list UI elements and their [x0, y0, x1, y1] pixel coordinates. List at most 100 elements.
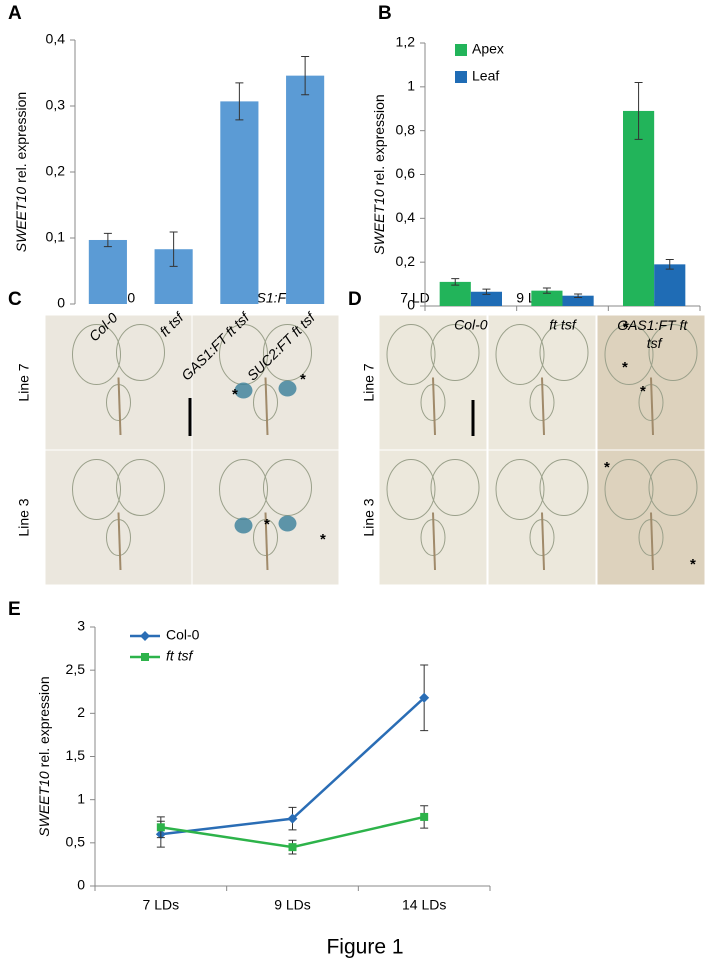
- error-bar: [634, 81, 643, 140]
- y-axis-label-gene: SWEET10: [371, 189, 387, 255]
- stem: [650, 377, 654, 436]
- legend-marker: [140, 631, 150, 641]
- bar: [470, 291, 502, 306]
- y-axis-label-text: rel. expression: [36, 676, 52, 767]
- error-bar: [235, 82, 244, 121]
- error-bar: [103, 232, 112, 248]
- panel-label: C: [8, 289, 22, 310]
- y-axis-label-text: rel. expression: [371, 94, 387, 185]
- legend-marker: [141, 653, 149, 661]
- leaf: [72, 459, 121, 520]
- x-tick-label: 14 LDs: [402, 897, 446, 913]
- y-axis-label-text: rel. expression: [13, 92, 29, 183]
- panel-label: E: [8, 599, 21, 620]
- row-header: Line 7: [361, 363, 377, 401]
- leaf: [116, 324, 165, 381]
- bar: [531, 290, 563, 306]
- asterisk: *: [690, 556, 696, 573]
- bar: [654, 264, 686, 306]
- asterisk: *: [264, 516, 270, 533]
- leaf: [539, 459, 589, 516]
- legend-label: Leaf: [472, 68, 499, 84]
- leaf: [539, 324, 589, 381]
- y-tick-label: 0,8: [396, 121, 416, 137]
- leaf: [604, 324, 654, 385]
- y-tick-label: 0: [77, 877, 85, 893]
- leaf: [430, 324, 480, 381]
- y-tick-label: 2,5: [66, 661, 86, 677]
- column-header: 7 LD: [400, 290, 430, 306]
- y-tick-label: 0: [407, 297, 415, 313]
- gus-stain: [278, 515, 297, 532]
- bar: [88, 239, 127, 304]
- y-tick-label: 0,2: [46, 163, 66, 179]
- asterisk: *: [640, 383, 646, 400]
- y-tick-label: 1: [77, 790, 85, 806]
- leaf: [495, 324, 545, 385]
- gus-stain: [278, 380, 297, 397]
- y-tick-label: 0,6: [396, 165, 416, 181]
- y-tick-label: 0,4: [396, 209, 416, 225]
- stem: [117, 377, 122, 436]
- marker: [288, 843, 297, 852]
- gus-stain: [234, 517, 253, 534]
- asterisk: *: [300, 371, 306, 388]
- legend-label: ft tsf: [166, 648, 195, 664]
- bar: [439, 281, 471, 306]
- bar: [286, 75, 325, 304]
- legend-swatch: [455, 44, 467, 56]
- panel-label: D: [348, 289, 362, 310]
- gus-stain: [234, 382, 253, 399]
- y-tick-label: 1,2: [396, 34, 416, 50]
- marker: [420, 812, 429, 821]
- y-axis-label: SWEET10 rel. expression: [36, 676, 52, 836]
- y-tick-label: 0,1: [46, 229, 66, 245]
- leaf: [116, 459, 165, 516]
- y-axis-label: SWEET10 rel. expression: [13, 92, 29, 252]
- marker: [419, 692, 430, 703]
- y-axis-label-gene: SWEET10: [36, 771, 52, 837]
- x-tick-label: ft tsf: [549, 317, 578, 333]
- stem: [264, 377, 269, 436]
- x-tick-label: 9 LDs: [274, 897, 311, 913]
- bar: [562, 295, 594, 306]
- stem: [432, 377, 436, 436]
- y-tick-label: 0,3: [46, 97, 66, 113]
- y-tick-label: 0,4: [46, 31, 66, 47]
- x-tick-label: 7 LDs: [143, 897, 180, 913]
- stem: [541, 512, 545, 571]
- bar: [623, 110, 655, 306]
- row-header: Line 7: [16, 363, 32, 401]
- stem: [264, 512, 269, 571]
- legend-label: Col-0: [166, 627, 200, 643]
- error-bar: [482, 288, 491, 295]
- leaf: [495, 459, 545, 520]
- panel-label: A: [8, 3, 22, 24]
- error-bar: [451, 278, 460, 286]
- marker: [156, 823, 165, 832]
- stem: [650, 512, 654, 571]
- legend-swatch: [455, 71, 467, 83]
- asterisk: *: [320, 531, 326, 548]
- x-tick-label: GAS1:FT ft tsf: [617, 317, 691, 351]
- error-bar: [301, 56, 310, 96]
- asterisk: *: [232, 386, 238, 403]
- y-tick-label: 0,2: [396, 253, 416, 269]
- stem: [117, 512, 122, 571]
- y-tick-label: 0,5: [66, 834, 86, 850]
- leaf: [386, 459, 436, 520]
- leaf: [648, 324, 698, 381]
- leaf: [604, 459, 654, 520]
- marker: [287, 813, 298, 824]
- row-header: Line 3: [361, 498, 377, 536]
- leaf: [430, 459, 480, 516]
- y-tick-label: 3: [77, 618, 85, 634]
- x-tick-label: Col-0: [454, 317, 488, 333]
- leaf: [648, 459, 698, 516]
- y-axis-label-gene: SWEET10: [13, 187, 29, 253]
- leaf: [72, 324, 121, 385]
- asterisk: *: [623, 319, 629, 336]
- y-axis-label: SWEET10 rel. expression: [371, 94, 387, 254]
- stem: [432, 512, 436, 571]
